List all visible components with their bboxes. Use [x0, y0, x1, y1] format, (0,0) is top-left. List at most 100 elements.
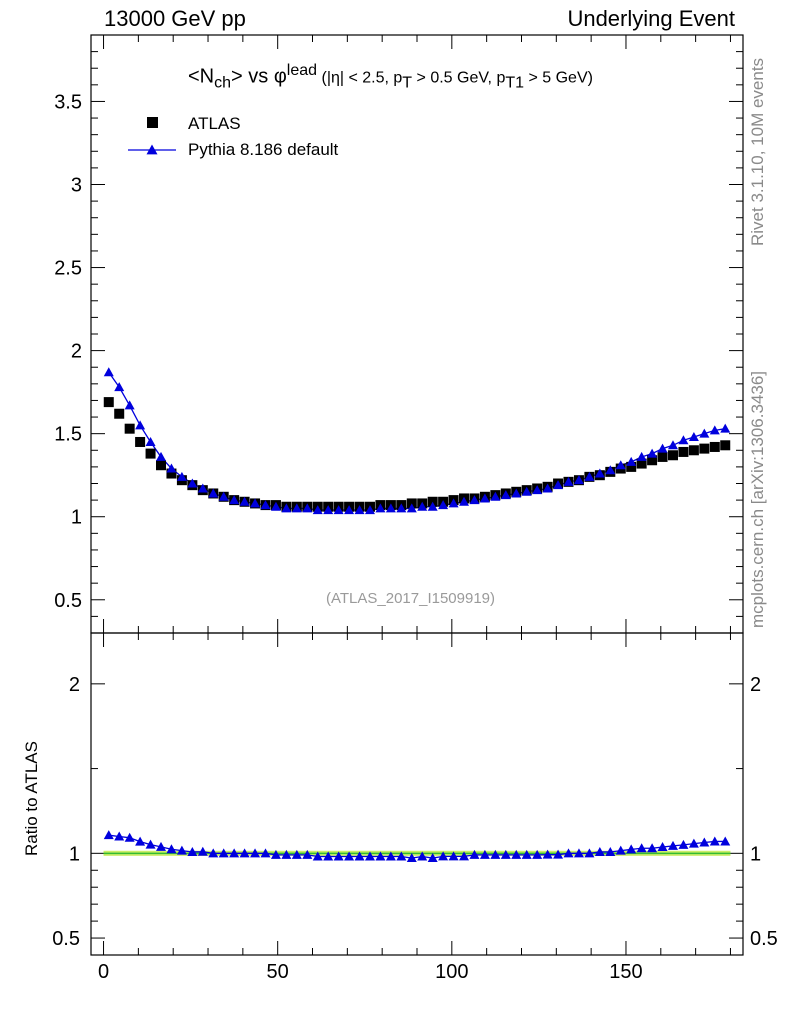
- pythia-point: [699, 428, 710, 438]
- ratio-pythia-point: [469, 849, 480, 859]
- ratio-pythia-point: [323, 851, 334, 861]
- pythia-point: [563, 476, 574, 486]
- ratio-pythia-point: [699, 837, 710, 847]
- ratio-pythia-point: [312, 851, 323, 861]
- pythia-point: [124, 400, 135, 410]
- ratio-pythia-point: [156, 841, 167, 851]
- ratio-pythia-point: [678, 839, 689, 849]
- ratio-pythia-point: [166, 844, 177, 854]
- legend-atlas-marker: [147, 117, 158, 128]
- ratio-pythia-point: [647, 843, 658, 853]
- ratio-pythia-point: [521, 849, 532, 859]
- atlas-point: [124, 423, 135, 434]
- pythia-point: [333, 505, 344, 515]
- ratio-pythia-point: [500, 849, 511, 859]
- pythia-point: [156, 451, 167, 461]
- y-tick-label: 3.5: [54, 91, 82, 113]
- title-cuts: > 0.5 GeV, p: [412, 69, 506, 87]
- pythia-point: [709, 425, 720, 435]
- pythia-point: [678, 435, 689, 445]
- pythia-point: [542, 483, 553, 493]
- pythia-point: [302, 503, 313, 513]
- energy-label: 13000 GeV pp: [104, 6, 246, 31]
- pythia-point: [406, 503, 417, 513]
- pythia-point: [459, 496, 470, 506]
- ratio-pythia-point: [511, 849, 522, 859]
- pythia-point: [626, 456, 637, 466]
- pythia-point: [438, 500, 449, 510]
- pythia-point: [364, 505, 375, 515]
- plot-title: <Nch> vs φlead (|η| < 2.5, pT > 0.5 GeV,…: [188, 62, 593, 93]
- pythia-point: [720, 423, 731, 433]
- pythia-point: [239, 496, 250, 506]
- pythia-point: [688, 431, 699, 441]
- pythia-point: [145, 436, 156, 446]
- ratio-pythia-point: [563, 848, 574, 858]
- x-tick-label: 100: [435, 961, 468, 983]
- ratio-pythia-point: [176, 845, 187, 855]
- ratio-pythia-point: [239, 848, 250, 858]
- ratio-pythia-point: [114, 831, 125, 841]
- ratio-pythia-point: [135, 836, 146, 846]
- pythia-point: [260, 500, 271, 510]
- pythia-point: [657, 443, 668, 453]
- pythia-point: [594, 468, 605, 478]
- pythia-point: [584, 471, 595, 481]
- ratio-pythia-point: [688, 838, 699, 848]
- atlas-point: [647, 455, 658, 466]
- mcplots-reference-label: mcplots.cern.ch [arXiv:1306.3436]: [748, 370, 767, 628]
- pythia-point: [636, 451, 647, 461]
- legend-pythia-marker: [146, 144, 158, 155]
- pythia-point: [281, 503, 292, 513]
- ratio-y-tick-label-right: 1: [750, 843, 761, 865]
- ratio-pythia-point: [208, 848, 219, 858]
- ratio-pythia-point: [636, 843, 647, 853]
- atlas-point: [709, 441, 720, 452]
- legend-pythia-label: Pythia 8.186 default: [188, 140, 339, 159]
- pythia-point: [218, 491, 229, 501]
- x-tick-label: 0: [98, 961, 109, 983]
- pythia-point: [229, 495, 240, 505]
- ratio-pythia-point: [375, 851, 386, 861]
- pythia-point: [197, 483, 208, 493]
- pythia-point: [667, 440, 678, 450]
- ratio-pythia-point: [145, 839, 156, 849]
- ratio-pythia-point: [197, 846, 208, 856]
- ratio-pythia-point: [594, 846, 605, 856]
- ratio-pythia-point: [291, 849, 302, 859]
- pythia-point: [532, 485, 543, 495]
- ratio-pythia-point: [573, 848, 584, 858]
- ratio-y-tick-label-right: 2: [750, 674, 761, 696]
- pythia-point: [490, 491, 501, 501]
- ratio-pythia-point: [260, 848, 271, 858]
- ratio-pythia-point: [542, 849, 553, 859]
- pythia-point: [396, 503, 407, 513]
- ratio-pythia-point: [187, 846, 198, 856]
- ratio-pythia-point: [709, 836, 720, 846]
- pythia-point: [323, 505, 334, 515]
- pythia-point: [176, 471, 187, 481]
- rivet-version-label: Rivet 3.1.10, 10M events: [748, 57, 767, 246]
- ratio-pythia-point: [584, 848, 595, 858]
- ratio-pythia-point: [354, 851, 365, 861]
- title-cuts: > 5 GeV): [524, 69, 593, 87]
- pythia-point: [521, 486, 532, 496]
- ratio-pythia-point: [427, 853, 438, 863]
- ratio-y-tick-label-right: 0.5: [750, 928, 778, 950]
- title-cuts-sub: T1: [505, 74, 525, 92]
- pythia-point: [479, 493, 490, 503]
- y-tick-label: 1.5: [54, 424, 82, 446]
- title-cuts: (|η| < 2.5, p: [317, 69, 403, 87]
- atlas-point: [678, 446, 689, 457]
- pythia-point: [270, 501, 281, 511]
- atlas-point: [657, 451, 668, 462]
- pythia-point: [385, 503, 396, 513]
- ratio-pythia-point: [720, 836, 731, 846]
- ratio-pythia-point: [302, 849, 313, 859]
- pythia-point: [291, 503, 302, 513]
- ratio-pythia-point: [103, 830, 114, 840]
- pythia-point: [605, 465, 616, 475]
- ratio-pythia-point: [657, 842, 668, 852]
- ratio-pythia-point: [364, 851, 375, 861]
